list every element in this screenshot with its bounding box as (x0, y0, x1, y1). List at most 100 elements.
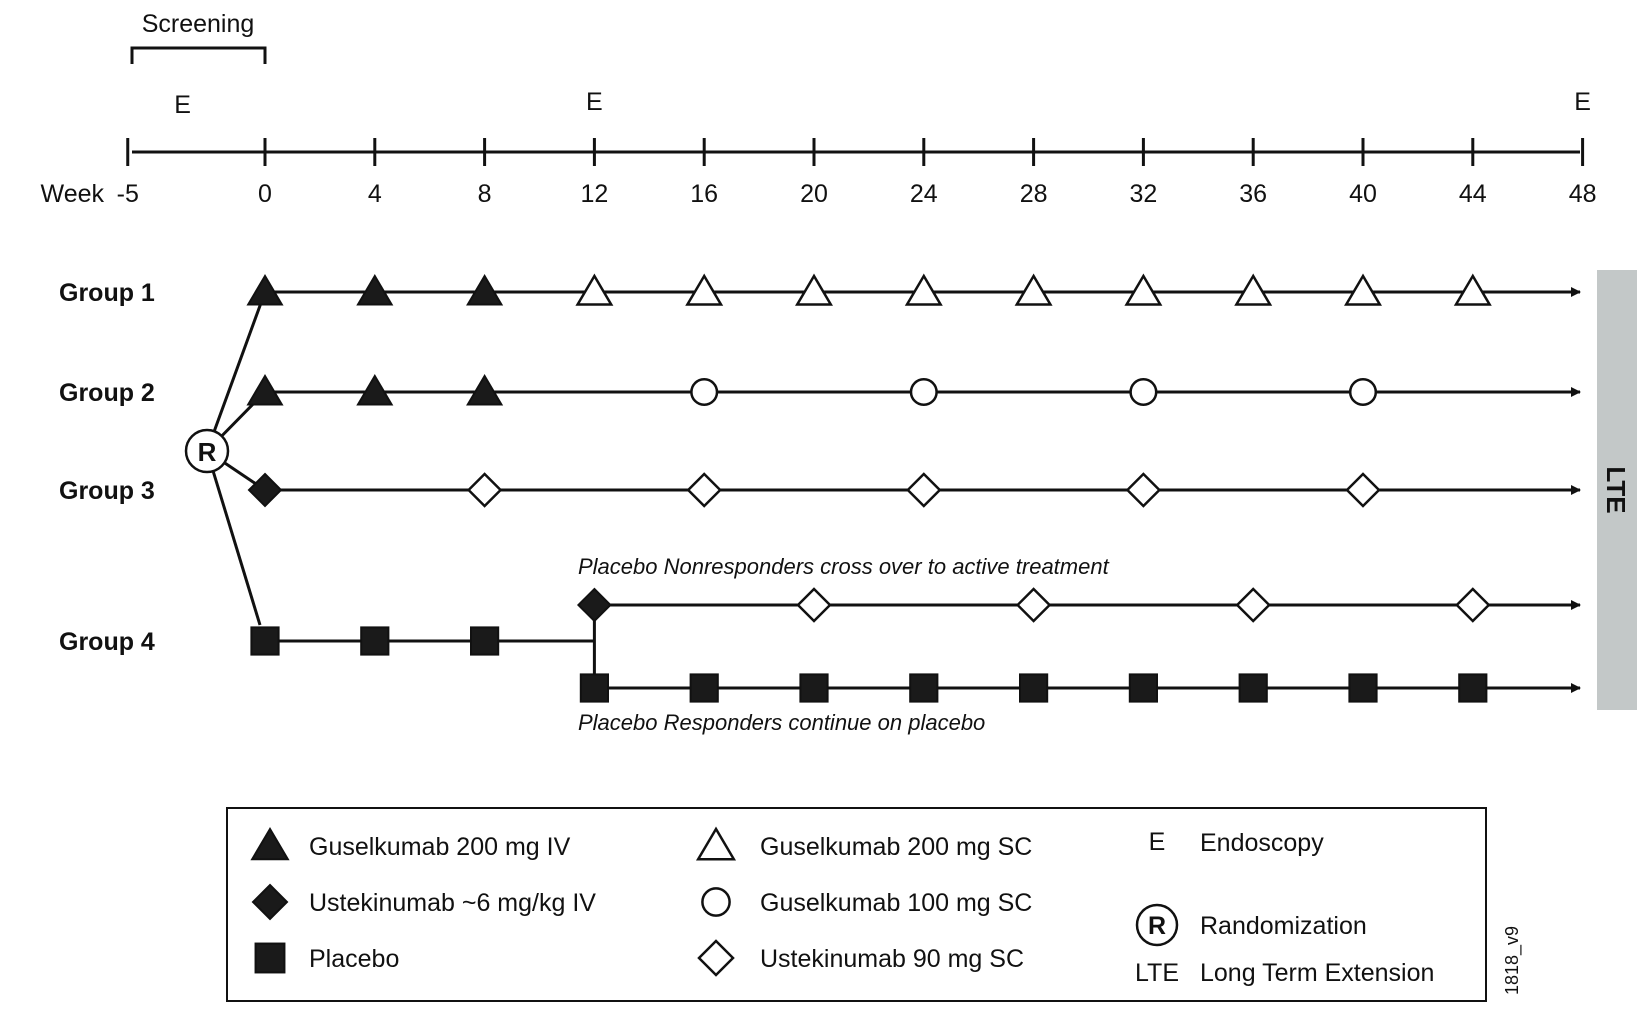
square-filled-marker (1238, 673, 1268, 703)
week-tick-label: 12 (580, 180, 608, 208)
triangle-open-marker (795, 273, 833, 306)
legend-item: E Endoscopy (1149, 828, 1325, 857)
endoscopy-marker: E (174, 91, 191, 119)
triangle-filled-marker (246, 274, 284, 306)
legend-label: Guselkumab 200 mg SC (760, 833, 1032, 861)
week-tick-label: 0 (258, 180, 272, 208)
legend-label: Placebo (309, 945, 399, 973)
diamond-filled-marker (247, 472, 283, 508)
square-filled-icon (254, 942, 286, 974)
square-filled-marker (1458, 673, 1488, 703)
group-label: Group 1 (59, 279, 155, 307)
week-tick-label: 32 (1129, 180, 1157, 208)
circle-open-marker (690, 377, 719, 407)
endoscopy-symbol: E (1149, 828, 1166, 856)
square-filled-marker (250, 626, 280, 656)
legend-item: LTE Long Term Extension (1135, 959, 1434, 987)
triangle-open-marker (685, 273, 724, 306)
randomization-connector (205, 450, 262, 626)
randomization-icon-label: R (1148, 912, 1166, 940)
legend-label: Guselkumab 100 mg SC (760, 889, 1032, 917)
triangle-filled-marker (246, 374, 284, 406)
triangle-filled-marker (356, 374, 394, 406)
lte-symbol: LTE (1135, 959, 1179, 987)
triangle-open-marker (1234, 273, 1273, 306)
randomization-icon (1135, 903, 1179, 947)
week-tick-label: 48 (1569, 180, 1597, 208)
figure-id: 1818_v9 (1502, 926, 1523, 995)
week-label: Week (41, 180, 105, 208)
triangle-open-marker (1453, 273, 1492, 306)
legend-item: Ustekinumab ~6 mg/kg IV (251, 883, 596, 921)
triangle-open-marker (575, 273, 614, 306)
square-filled-marker (1128, 673, 1159, 703)
diamond-open-marker (686, 472, 722, 508)
circle-open-marker (1129, 377, 1158, 407)
triangle-open-marker (1344, 273, 1382, 306)
week-timeline: Week -5 0 4 8 12 16 20 24 28 32 36 40 44 48E E E (41, 88, 1597, 208)
diamond-open-marker (796, 587, 832, 623)
week-tick-label: 40 (1349, 180, 1377, 208)
triangle-filled-marker (466, 274, 504, 306)
square-filled-marker (579, 673, 609, 703)
week-tick-label: 24 (910, 180, 938, 208)
legend-item: Ustekinumab 90 mg SC (697, 939, 1024, 977)
diamond-open-marker (1235, 587, 1271, 623)
endoscopy-marker: E (586, 88, 603, 116)
endoscopy-marker: E (1574, 88, 1591, 116)
week-tick-label: 4 (368, 180, 382, 208)
legend-label: Long Term Extension (1200, 959, 1434, 987)
week-tick-label: 20 (800, 180, 828, 208)
diamond-open-marker (466, 472, 503, 508)
legend-label: Ustekinumab ~6 mg/kg IV (309, 889, 596, 917)
triangle-open-icon (695, 826, 737, 861)
triangle-open-marker (904, 273, 943, 306)
diamond-open-marker (1125, 472, 1162, 508)
group-row: Group 2 (59, 374, 1581, 407)
legend-item: Guselkumab 200 mg SC (695, 826, 1032, 861)
treatment-groups: Group 1 Group 2 Group 3 Group 4 (59, 273, 1581, 656)
lte-bar: LTE (1597, 270, 1637, 710)
square-filled-marker (799, 673, 829, 703)
triangle-filled-marker (356, 274, 394, 306)
triangle-filled-marker (466, 374, 504, 406)
diamond-open-marker (1455, 587, 1491, 623)
group-row: Group 4 (59, 626, 595, 656)
week-tick-label: 28 (1020, 180, 1048, 208)
legend: Guselkumab 200 mg IV Ustekinumab ~6 mg/kg… (226, 807, 1487, 1002)
nonresponders-note: Placebo Nonresponders cross over to acti… (578, 554, 1110, 579)
square-filled-marker (909, 673, 939, 703)
circle-open-marker (909, 377, 938, 407)
triangle-open-marker (1124, 273, 1163, 306)
legend-label: Ustekinumab 90 mg SC (760, 945, 1024, 973)
diamond-filled-icon (251, 883, 289, 921)
week-tick-label: 44 (1459, 180, 1487, 208)
circle-open-marker (1348, 377, 1378, 407)
diamond-open-marker (1345, 472, 1381, 508)
legend-item: Guselkumab 100 mg SC (701, 887, 1032, 917)
randomization-symbol: R (198, 437, 217, 467)
legend-item: Guselkumab 200 mg IV (250, 827, 571, 861)
week-tick-label: 8 (478, 180, 492, 208)
group-label: Group 3 (59, 477, 155, 505)
triangle-open-marker (1014, 273, 1053, 306)
week-tick-label: 36 (1239, 180, 1267, 208)
square-filled-marker (360, 626, 390, 656)
group-row: Group 1 (59, 273, 1581, 307)
legend-label: Endoscopy (1200, 829, 1324, 857)
legend-label: Guselkumab 200 mg IV (309, 833, 571, 861)
triangle-filled-icon (250, 827, 290, 861)
diamond-filled-marker (576, 587, 612, 623)
legend-box (226, 807, 1487, 1002)
square-filled-marker (470, 626, 500, 656)
legend-label: Randomization (1200, 912, 1367, 940)
week-tick-label: -5 (117, 180, 139, 208)
square-filled-marker (689, 673, 719, 703)
screening-bracket: Screening (130, 10, 267, 64)
week-tick-label: 16 (690, 180, 718, 208)
diamond-open-marker (1015, 587, 1052, 623)
diamond-open-icon (697, 939, 735, 977)
lte-label: LTE (1601, 466, 1631, 513)
legend-item: R Randomization (1135, 903, 1367, 947)
